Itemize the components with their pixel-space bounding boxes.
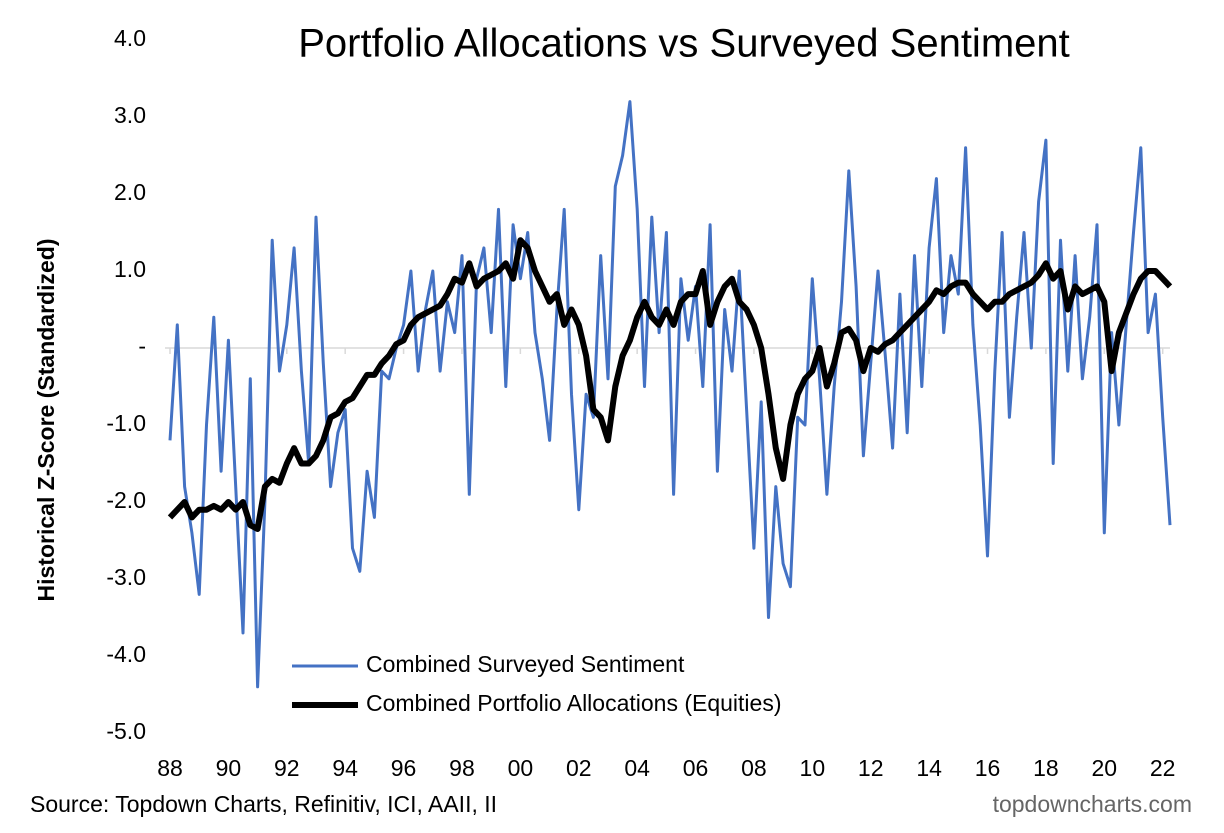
x-tick-label: 22 <box>1150 755 1176 781</box>
x-tick-label: 98 <box>449 755 475 781</box>
x-tick-label: 06 <box>683 755 709 781</box>
y-tick-label: -5.0 <box>106 718 146 744</box>
x-tick-label: 88 <box>157 755 183 781</box>
x-tick-label: 10 <box>800 755 826 781</box>
y-tick-label: -1.0 <box>106 410 146 436</box>
x-tick-label: 16 <box>975 755 1001 781</box>
y-tick-label: 3.0 <box>114 102 146 128</box>
y-tick-label: -3.0 <box>106 564 146 590</box>
y-tick-label: 2.0 <box>114 179 146 205</box>
chart-title: Portfolio Allocations vs Surveyed Sentim… <box>298 22 1070 66</box>
x-tick-label: 90 <box>216 755 242 781</box>
source-note: Source: Topdown Charts, Refinitiv, ICI, … <box>30 791 497 817</box>
x-tick-label: 08 <box>741 755 767 781</box>
y-tick-label: -4.0 <box>106 641 146 667</box>
x-tick-label: 12 <box>858 755 884 781</box>
x-tick-label: 04 <box>624 755 650 781</box>
legend-label: Combined Surveyed Sentiment <box>366 651 685 677</box>
series-line <box>167 237 1173 532</box>
y-tick-label: - <box>138 333 146 359</box>
x-tick-label: 18 <box>1033 755 1059 781</box>
x-tick-label: 14 <box>916 755 942 781</box>
watermark: topdowncharts.com <box>993 791 1192 817</box>
x-tick-label: 94 <box>332 755 358 781</box>
y-tick-label: -2.0 <box>106 487 146 513</box>
y-tick-label: 1.0 <box>114 256 146 282</box>
x-tick-label: 02 <box>566 755 592 781</box>
x-tick-label: 00 <box>508 755 534 781</box>
y-axis-label: Historical Z-Score (Standardized) <box>33 239 59 602</box>
x-tick-label: 96 <box>391 755 417 781</box>
x-tick-label: 92 <box>274 755 300 781</box>
series-line <box>168 100 1172 689</box>
legend-label: Combined Portfolio Allocations (Equities… <box>366 690 781 716</box>
y-tick-label: 4.0 <box>114 25 146 51</box>
x-tick-label: 20 <box>1092 755 1118 781</box>
